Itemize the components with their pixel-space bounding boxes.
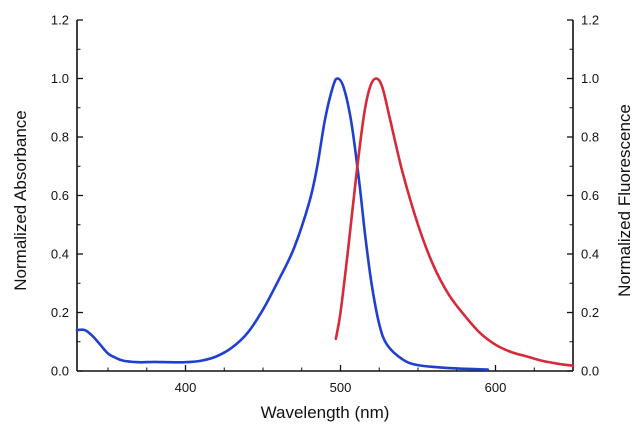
y-right-tick-label: 0.4 bbox=[581, 247, 599, 262]
y-axis-left-title: Normalized Absorbance bbox=[11, 110, 30, 290]
x-tick-label: 500 bbox=[330, 380, 352, 395]
ticks: 0.0 0.0 0.2 0.2 0.4 0.4 0.6 0.6 0.8 0.8 1.0 1.0 1.2 1… bbox=[51, 13, 599, 396]
y-left-tick-label: 0.0 bbox=[51, 364, 69, 379]
y-right-tick-label: 1.0 bbox=[581, 71, 599, 86]
y-right-tick-label: 1.2 bbox=[581, 13, 599, 28]
x-tick-label: 600 bbox=[485, 380, 507, 395]
y-left-tick-label: 0.6 bbox=[51, 188, 69, 203]
y-left-tick-label: 0.4 bbox=[51, 247, 69, 262]
y-right-tick-label: 0.0 bbox=[581, 364, 599, 379]
axis-labels: Wavelength (nm) Normalized Absorbance No… bbox=[11, 104, 634, 422]
y-right-tick-label: 0.6 bbox=[581, 188, 599, 203]
y-left-tick-label: 0.2 bbox=[51, 305, 69, 320]
fluorescence-series-line bbox=[334, 77, 575, 368]
absorbance-series-line bbox=[75, 77, 490, 371]
y-left-tick-label: 1.0 bbox=[51, 71, 69, 86]
y-right-tick-label: 0.2 bbox=[581, 305, 599, 320]
x-axis-title: Wavelength (nm) bbox=[261, 403, 390, 422]
series bbox=[75, 77, 575, 371]
y-left-tick-label: 0.8 bbox=[51, 130, 69, 145]
y-right-tick-label: 0.8 bbox=[581, 130, 599, 145]
x-tick-label: 400 bbox=[175, 380, 197, 395]
axes bbox=[76, 20, 574, 372]
y-axis-right-title: Normalized Fluorescence bbox=[615, 104, 634, 297]
y-left-tick-label: 1.2 bbox=[51, 13, 69, 28]
